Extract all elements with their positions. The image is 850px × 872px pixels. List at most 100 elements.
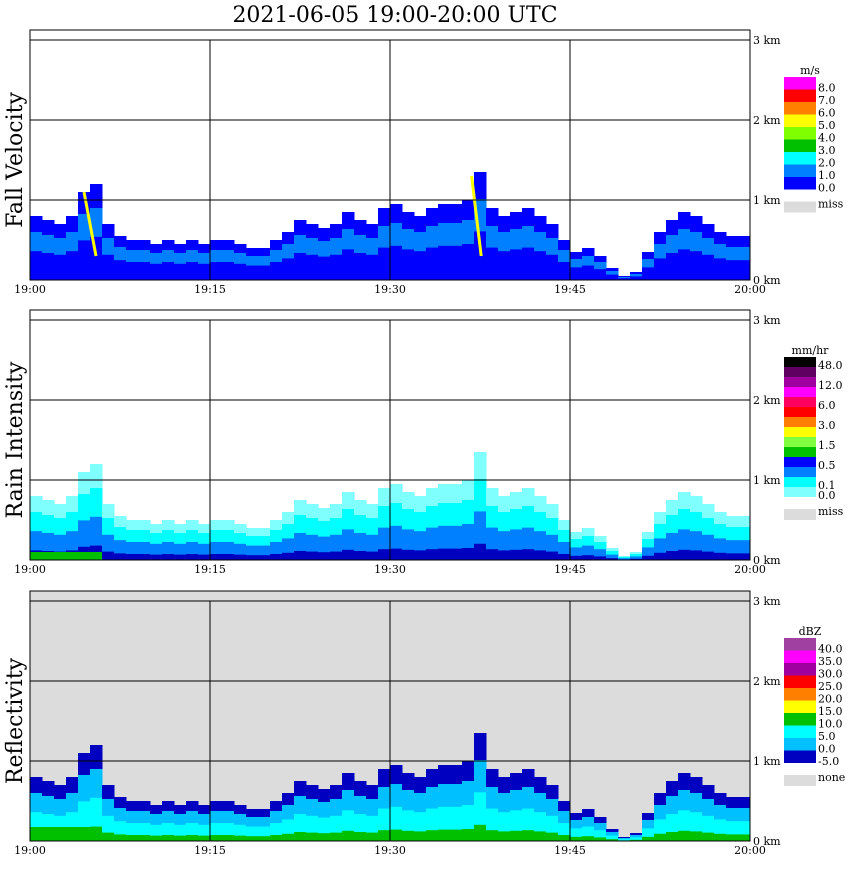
data-column [174,835,187,841]
data-column [738,834,751,841]
data-column [378,269,391,280]
data-column [102,551,115,560]
data-column [234,835,247,841]
x-tick-label: 19:45 [554,563,586,576]
data-column [270,835,283,841]
data-column [498,831,511,841]
data-column [690,270,703,280]
data-column [186,274,199,280]
data-column [582,555,595,560]
data-column [558,835,571,841]
data-column [654,272,667,280]
data-column [54,271,67,280]
data-column [102,271,115,280]
legend-swatch [784,427,816,437]
data-column [90,265,103,280]
data-column [606,839,619,841]
legend-swatch [784,177,816,190]
data-column [462,548,475,560]
legend-unit: m/s [800,64,820,77]
legend-label: 6.0 [818,399,836,412]
legend-label: 0.5 [818,459,836,472]
x-tick-label: 19:30 [374,283,406,296]
panel-ylabel: Rain Intensity [3,361,28,518]
data-column [594,837,607,841]
data-column [606,278,619,280]
data-column [666,271,679,280]
data-column [690,831,703,841]
legend-swatch [784,139,816,152]
data-column [486,830,499,841]
data-column [474,824,487,841]
data-column [438,548,451,560]
legend-swatch [784,77,816,90]
data-column [510,549,523,560]
y-tick-label: 2 km [753,394,781,407]
data-column [618,839,631,841]
data-column [210,274,223,280]
data-column [594,549,607,560]
legend-label: 8.0 [818,82,836,95]
legend-swatch [784,725,816,738]
data-column [642,555,655,560]
data-column [438,268,451,280]
data-column [222,274,235,280]
data-column [606,558,619,560]
data-column [174,554,187,560]
data-column [330,832,343,841]
y-tick-label: 0 km [753,554,781,567]
data-column [438,829,451,841]
data-column [654,552,667,560]
legend-swatch [784,407,816,417]
data-column [306,832,319,841]
data-column [210,835,223,841]
legend-label: 5.0 [818,119,836,132]
legend-label: 40.0 [818,643,843,656]
data-column [162,274,175,280]
data-column [186,554,199,560]
data-column [126,554,139,560]
data-column [126,274,139,280]
legend-label: 12.0 [818,379,843,392]
data-column [618,278,631,280]
data-column [414,550,427,560]
legend-label: 3.0 [818,419,836,432]
data-column [318,552,331,560]
data-column [138,835,151,841]
data-column [114,834,127,841]
legend-unit: dBZ [799,625,822,638]
data-column [702,271,715,280]
data-column [330,271,343,280]
legend-label: 0.1 [818,479,836,492]
legend-label: 1.0 [818,169,836,182]
data-column [702,832,715,841]
data-column [726,273,739,280]
legend-label: 5.0 [818,730,836,743]
legend-swatch [784,700,816,713]
data-column [534,550,547,560]
x-tick-label: 19:30 [374,844,406,857]
data-column [354,551,367,560]
x-tick-label: 19:45 [554,844,586,857]
data-column [378,830,391,841]
data-column [402,269,415,280]
legend-swatch [784,152,816,165]
data-column [558,274,571,280]
data-column [294,832,307,841]
data-column [486,549,499,560]
x-tick-label: 20:00 [734,844,766,857]
data-column [474,263,487,280]
legend-swatch [784,397,816,407]
data-column [642,836,655,841]
data-column [546,551,559,560]
x-tick-label: 20:00 [734,563,766,576]
legend-unit: mm/hr [792,344,830,357]
data-column [342,830,355,841]
data-column [450,268,463,280]
data-column [510,269,523,280]
data-column [198,554,211,560]
data-column [714,272,727,280]
data-column [294,551,307,560]
data-column [390,548,403,560]
data-column [738,273,751,280]
